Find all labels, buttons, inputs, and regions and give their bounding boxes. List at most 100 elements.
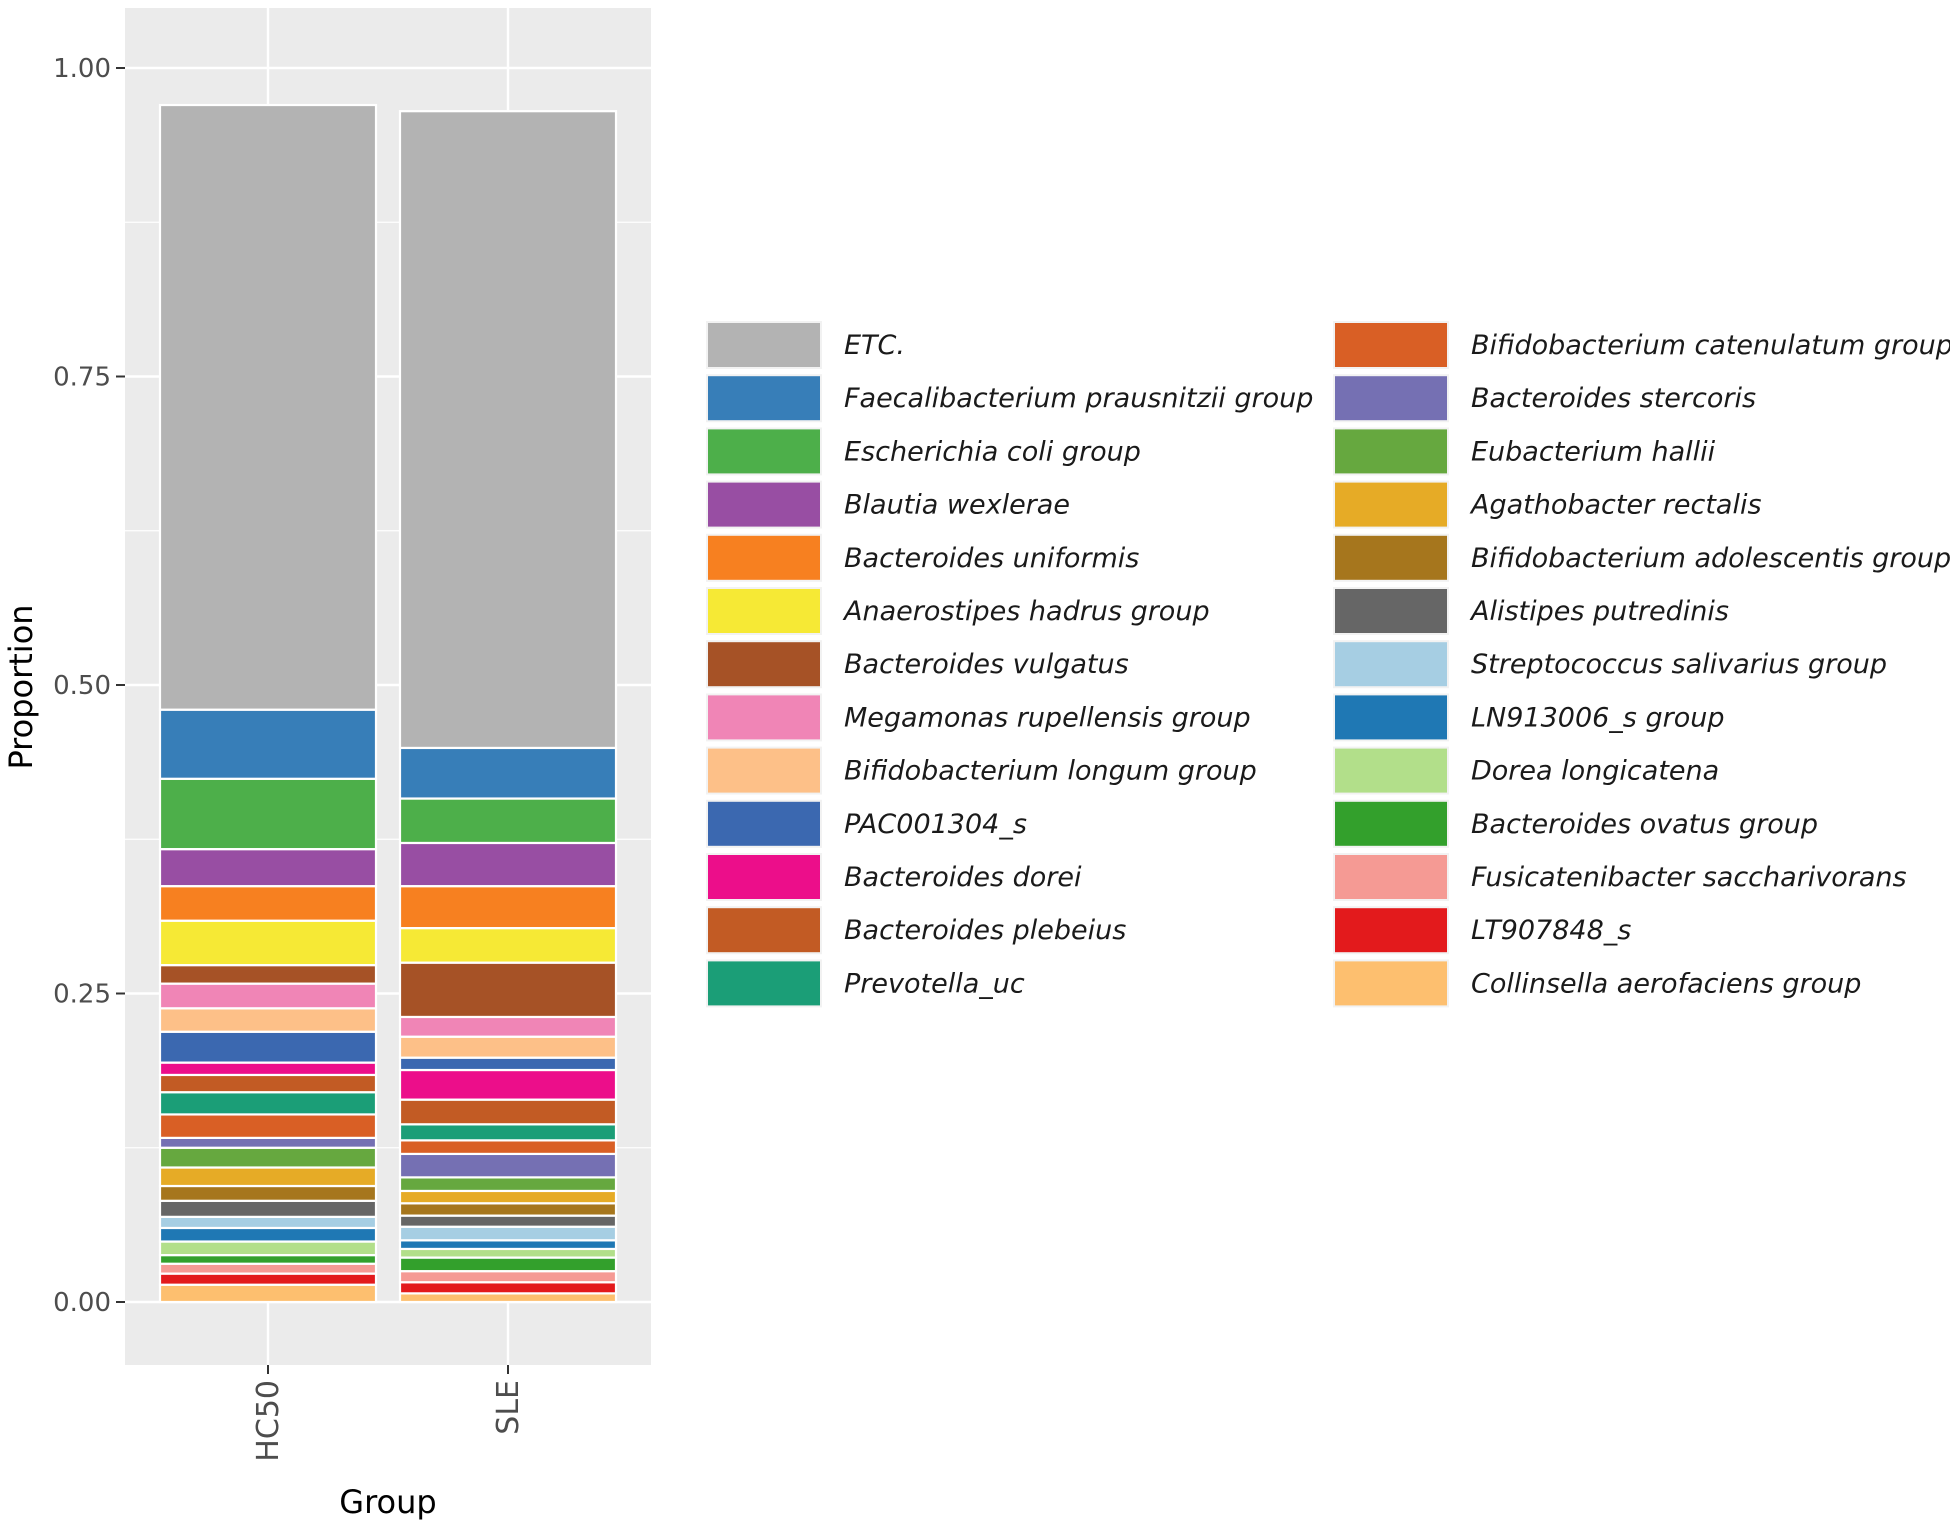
bar-segment [158, 1215, 378, 1230]
bar-segment [158, 964, 378, 985]
bar-segment [398, 926, 618, 964]
legend-swatch [1335, 695, 1447, 740]
legend-swatch [708, 961, 820, 1006]
legend-label: Bifidobacterium catenulatum group [1471, 330, 1950, 361]
bar-segment [158, 1262, 378, 1275]
legend-label: Bacteroides vulgatus [844, 649, 1129, 680]
legend-label: PAC001304_s [844, 809, 1027, 840]
bar-segment [398, 1247, 618, 1259]
bar-segment [398, 1056, 618, 1072]
bar-segment [398, 961, 618, 1019]
bar-segment [398, 885, 618, 930]
legend-label: Blautia wexlerae [844, 490, 1070, 521]
legend-swatch [708, 801, 820, 846]
legend-swatch [708, 695, 820, 740]
bar-segment [158, 1254, 378, 1265]
legend-label: Bacteroides uniformis [844, 543, 1139, 574]
bar-segment [158, 1007, 378, 1033]
bar-segment [398, 1068, 618, 1101]
y-tick-label: 0.00 [53, 1288, 111, 1318]
bar-segment [158, 919, 378, 967]
legend-label: Eubacterium hallii [1471, 436, 1716, 467]
bar-segment [158, 1113, 378, 1139]
legend-label: Faecalibacterium prausnitzii group [844, 383, 1313, 414]
y-tick-label: 0.50 [53, 671, 111, 701]
bar-segment [158, 1073, 378, 1094]
legend-swatch [1335, 961, 1447, 1006]
bar-segment [158, 103, 378, 711]
bar-segment [158, 848, 378, 888]
legend-swatch [1335, 589, 1447, 633]
legend-swatch [708, 376, 820, 421]
legend-label: Bacteroides stercoris [1471, 383, 1756, 414]
bar-segment [158, 1061, 378, 1077]
bar-segment [158, 777, 378, 851]
legend-label: Escherichia coli group [844, 436, 1141, 467]
legend-label: Bacteroides plebeius [844, 915, 1126, 946]
x-axis-title: Group [339, 1483, 436, 1521]
legend-label: Alistipes putredinis [1469, 596, 1729, 627]
legend-label: Streptococcus salivarius group [1471, 649, 1887, 680]
bar-segment [398, 1202, 618, 1217]
y-axis-title: Proportion [2, 604, 40, 769]
bar-segment [398, 1139, 618, 1156]
bar-segment [398, 1292, 618, 1304]
legend-label: Agathobacter rectalis [1469, 490, 1762, 521]
legend-label: LT907848_s [1471, 915, 1631, 946]
bar-segment [398, 1256, 618, 1273]
legend-swatch [708, 429, 820, 474]
legend-swatch [1335, 535, 1447, 580]
bar-segment [158, 1272, 378, 1286]
bar-segment [158, 982, 378, 1010]
legend-label: Bacteroides ovatus group [1471, 809, 1818, 840]
bar-segment [398, 1152, 618, 1179]
legend-swatch [708, 323, 820, 367]
legend-label: Dorea longicatena [1471, 756, 1719, 787]
legend-label: Megamonas rupellensis group [844, 702, 1251, 733]
bar-segment [398, 1214, 618, 1228]
bar-segment [398, 841, 618, 888]
legend-swatch [1335, 642, 1447, 687]
legend-label: LN913006_s group [1471, 702, 1724, 733]
y-tick-label: 0.25 [53, 980, 111, 1010]
legend-swatch [1335, 429, 1447, 474]
legend: ETC. Faecalibacterium prausnitzii group Es… [706, 321, 1950, 1008]
legend-swatch [708, 642, 820, 687]
bar-segment [158, 1226, 378, 1243]
bar-segment [158, 1166, 378, 1188]
x-axis: HC50 SLE [251, 1365, 526, 1462]
legend-swatch [1335, 908, 1447, 953]
bar-segment [398, 797, 618, 845]
y-tick-label: 0.75 [53, 363, 111, 393]
bars-group [158, 103, 618, 1304]
legend-label: Prevotella_uc [844, 968, 1025, 999]
bar-segment [398, 1225, 618, 1242]
bar-segment [398, 1281, 618, 1295]
bar-segment [158, 1240, 378, 1257]
legend-swatch [1335, 748, 1447, 793]
legend-swatch [708, 535, 820, 580]
legend-swatch [1335, 855, 1447, 899]
bar-segment [158, 1184, 378, 1202]
bar-segment [158, 708, 378, 780]
bar-segment [158, 1030, 378, 1064]
bar-segment [158, 885, 378, 922]
bar-segment [398, 1015, 618, 1038]
legend-swatch [1335, 482, 1447, 527]
legend-label: Anaerostipes hadrus group [842, 596, 1210, 627]
bar-segment [398, 110, 618, 750]
legend-swatch [708, 908, 820, 953]
bar-segment [398, 1239, 618, 1251]
legend-swatch [1335, 801, 1447, 846]
bar-segment [398, 1189, 618, 1205]
legend-label: Collinsella aerofaciens group [1471, 968, 1861, 999]
y-axis: 0.00 0.25 0.50 0.75 1.00 [53, 54, 125, 1318]
bar-segment [398, 746, 618, 800]
legend-swatch [1335, 323, 1447, 367]
y-tick-label: 1.00 [53, 54, 111, 84]
bar-segment [398, 1270, 618, 1284]
legend-swatch [708, 482, 820, 527]
x-tick-label: HC50 [251, 1380, 286, 1462]
legend-label: Bifidobacterium adolescentis group [1471, 543, 1950, 574]
